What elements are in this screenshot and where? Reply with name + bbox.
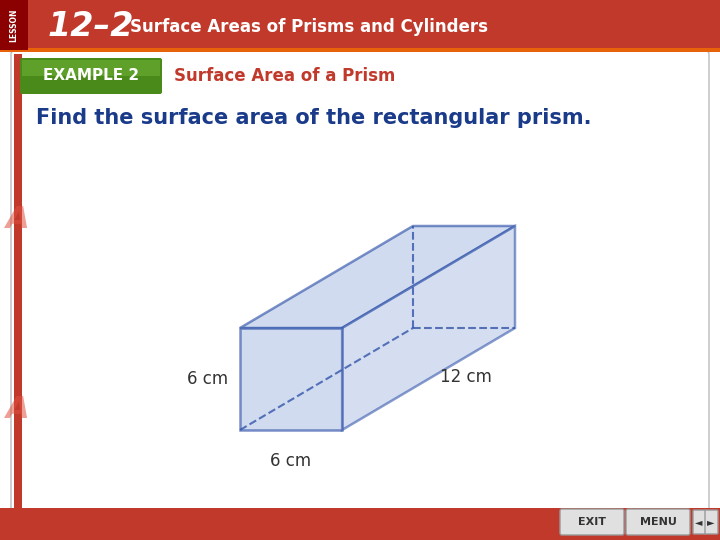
Text: Surface Area of a Prism: Surface Area of a Prism: [174, 67, 395, 85]
Text: EXAMPLE 2: EXAMPLE 2: [43, 69, 139, 84]
Text: ►: ►: [707, 517, 715, 527]
FancyBboxPatch shape: [20, 58, 162, 94]
Text: 6 cm: 6 cm: [271, 452, 312, 470]
FancyBboxPatch shape: [693, 510, 706, 534]
FancyBboxPatch shape: [626, 509, 690, 535]
Polygon shape: [240, 226, 515, 328]
FancyBboxPatch shape: [560, 509, 624, 535]
Text: 6 cm: 6 cm: [187, 370, 228, 388]
Polygon shape: [342, 226, 515, 430]
FancyBboxPatch shape: [22, 60, 160, 76]
Bar: [0, 48, 720, 52]
Text: ◄: ◄: [696, 517, 703, 527]
Text: 12 cm: 12 cm: [441, 368, 492, 386]
Bar: [0, 508, 720, 540]
Text: EXIT: EXIT: [578, 517, 606, 527]
Polygon shape: [240, 328, 342, 430]
Bar: [14, 54, 22, 516]
Text: A: A: [6, 395, 30, 424]
Bar: [0, 0, 28, 50]
Text: Find the surface area of the rectangular prism.: Find the surface area of the rectangular…: [36, 108, 592, 128]
Bar: [0, 0, 720, 50]
Text: A: A: [6, 206, 30, 234]
Text: Surface Areas of Prisms and Cylinders: Surface Areas of Prisms and Cylinders: [130, 18, 488, 36]
Text: LESSON: LESSON: [9, 8, 19, 42]
FancyBboxPatch shape: [705, 510, 718, 534]
FancyBboxPatch shape: [11, 51, 709, 519]
Text: 12–2: 12–2: [48, 10, 135, 44]
Text: MENU: MENU: [639, 517, 676, 527]
